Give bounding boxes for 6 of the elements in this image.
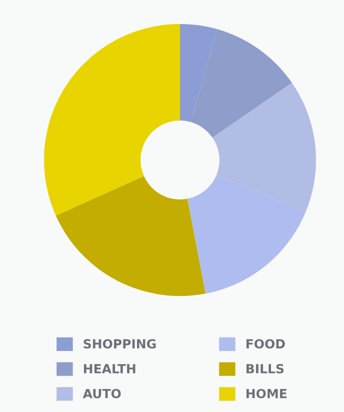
legend-label: SHOPPING [84, 339, 156, 349]
legend-label: HEALTH [84, 364, 136, 374]
legend-label: AUTO [82, 388, 121, 398]
legend-label: BILLS [246, 364, 284, 374]
legend-label: HOME [246, 388, 287, 398]
legend-label: FOOD [246, 339, 285, 349]
